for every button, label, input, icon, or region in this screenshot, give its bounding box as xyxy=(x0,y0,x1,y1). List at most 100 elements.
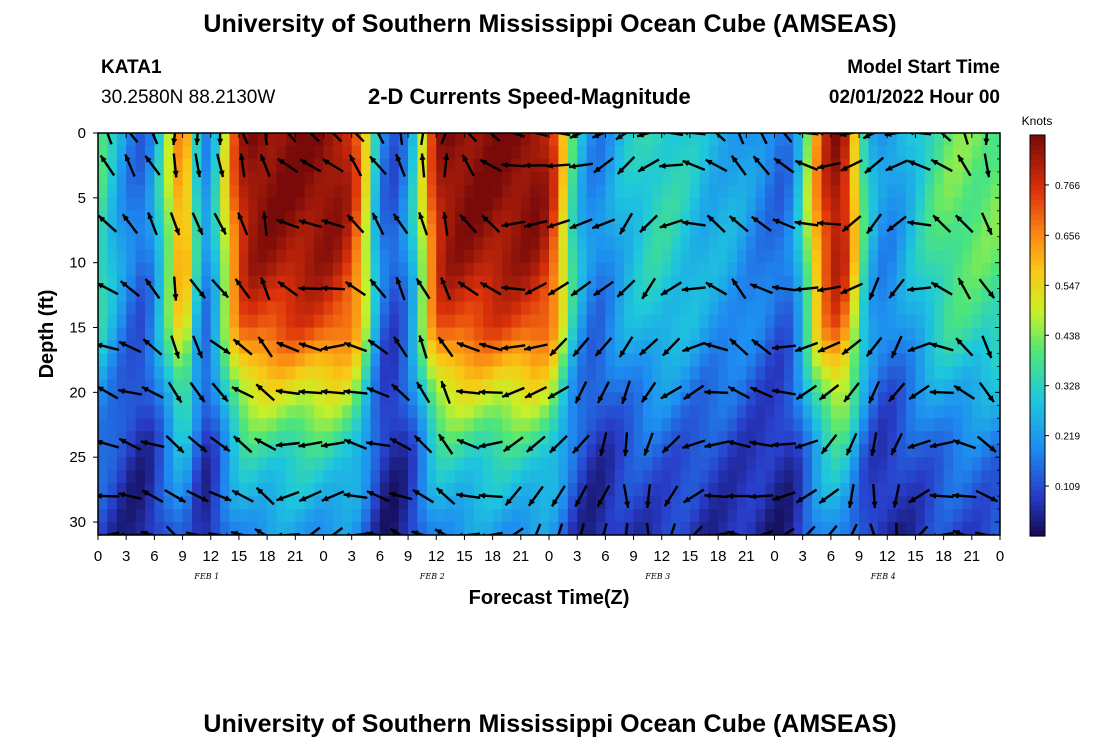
heatmap-cell xyxy=(530,223,541,238)
heatmap-cell xyxy=(285,133,296,147)
heatmap-cell xyxy=(257,470,268,484)
heatmap-cell xyxy=(755,288,766,303)
heatmap-cell xyxy=(840,470,851,484)
heatmap-cell xyxy=(126,301,137,316)
heatmap-cell xyxy=(502,379,513,393)
heatmap-cell xyxy=(483,301,494,316)
heatmap-cell xyxy=(455,444,466,458)
heatmap-cell xyxy=(398,171,409,186)
heatmap-cell xyxy=(605,366,616,380)
heatmap-cell xyxy=(379,327,390,342)
heatmap-cell xyxy=(830,366,841,380)
current-vector-arrow xyxy=(501,386,525,399)
heatmap-cell xyxy=(173,431,184,445)
heatmap-cell xyxy=(727,509,738,523)
heatmap-cell xyxy=(718,184,729,199)
heatmap-cell xyxy=(257,171,268,186)
heatmap-cell xyxy=(173,483,184,497)
heatmap-cell xyxy=(981,353,992,368)
heatmap-cell xyxy=(116,158,127,173)
heatmap-cell xyxy=(586,171,597,186)
heatmap-cell xyxy=(455,236,466,251)
heatmap-cell xyxy=(718,262,729,277)
heatmap-cell xyxy=(473,353,484,368)
heatmap-cell xyxy=(708,496,719,510)
heatmap-cell xyxy=(98,197,108,212)
heatmap-cell xyxy=(915,171,926,186)
heatmap-cell xyxy=(98,366,108,380)
heatmap-cell xyxy=(154,496,165,510)
heatmap-cell xyxy=(107,275,118,290)
heatmap-cell xyxy=(924,301,935,316)
heatmap-cell xyxy=(652,133,663,147)
colorbar-segment xyxy=(1030,275,1045,281)
heatmap-cell xyxy=(182,314,193,329)
current-vector-arrow xyxy=(726,493,751,500)
heatmap-cell xyxy=(389,197,400,212)
heatmap-cell xyxy=(652,392,663,406)
heatmap-cell xyxy=(652,223,663,238)
heatmap-cell xyxy=(530,288,541,303)
current-vector-arrow xyxy=(957,277,972,300)
current-vector-arrow xyxy=(907,159,931,172)
heatmap-cell xyxy=(924,340,935,355)
heatmap-cell xyxy=(868,366,879,380)
current-vector-arrow xyxy=(440,380,451,405)
heatmap-cell xyxy=(238,249,249,264)
heatmap-cell xyxy=(558,353,569,368)
footer-title: University of Southern Mississippi Ocean… xyxy=(203,710,897,738)
colorbar-segment xyxy=(1030,435,1045,442)
heatmap-cell xyxy=(455,431,466,445)
heatmap-cell xyxy=(107,470,118,484)
heatmap-cell xyxy=(342,145,353,160)
heatmap-cell xyxy=(934,418,945,432)
heatmap-cell xyxy=(906,418,917,432)
heatmap-cell xyxy=(126,470,137,484)
heatmap-cell xyxy=(398,301,409,316)
heatmap-cell xyxy=(295,262,306,277)
heatmap-cell xyxy=(661,483,672,497)
heatmap-cell xyxy=(802,288,813,303)
heatmap-cell xyxy=(708,288,719,303)
heatmap-cell xyxy=(445,249,456,264)
heatmap-cell xyxy=(492,340,503,355)
current-vector-arrow xyxy=(569,133,584,139)
heatmap-cell xyxy=(558,223,569,238)
heatmap-cell xyxy=(727,418,738,432)
heatmap-cell xyxy=(455,483,466,497)
heatmap-cell xyxy=(896,133,907,147)
heatmap-cell xyxy=(445,457,456,471)
heatmap-cell xyxy=(887,210,898,225)
heatmap-cell xyxy=(201,133,212,147)
colorbar-segment xyxy=(1030,325,1045,332)
current-vector-arrow xyxy=(817,341,841,353)
heatmap-cell xyxy=(624,301,635,316)
heatmap-cell xyxy=(783,301,794,316)
heatmap-cell xyxy=(774,379,785,393)
heatmap-cell xyxy=(981,171,992,186)
heatmap-cell xyxy=(520,275,531,290)
heatmap-cell xyxy=(821,522,832,535)
heatmap-cell xyxy=(971,496,982,510)
current-vector-arrow xyxy=(930,158,953,173)
y-tick-label: 5 xyxy=(78,190,86,207)
heatmap-cell xyxy=(642,418,653,432)
heatmap-cell xyxy=(680,197,691,212)
current-vector-arrow xyxy=(231,386,255,399)
heatmap-cell xyxy=(98,522,108,535)
heatmap-cell xyxy=(680,210,691,225)
heatmap-cell xyxy=(173,470,184,484)
heatmap-cell xyxy=(981,522,992,535)
heatmap-cell xyxy=(718,236,729,251)
current-vector-arrow xyxy=(550,485,566,507)
model-start-label: Model Start Time xyxy=(847,57,1000,78)
heatmap-cell xyxy=(389,301,400,316)
heatmap-cell xyxy=(436,457,447,471)
heatmap-cell xyxy=(953,288,964,303)
colorbar-segment xyxy=(1030,450,1045,457)
heatmap-cell xyxy=(633,392,644,406)
heatmap-cell xyxy=(671,236,682,251)
heatmap-cell xyxy=(868,522,879,535)
heatmap-cell xyxy=(107,457,118,471)
heatmap-cell xyxy=(201,145,212,160)
